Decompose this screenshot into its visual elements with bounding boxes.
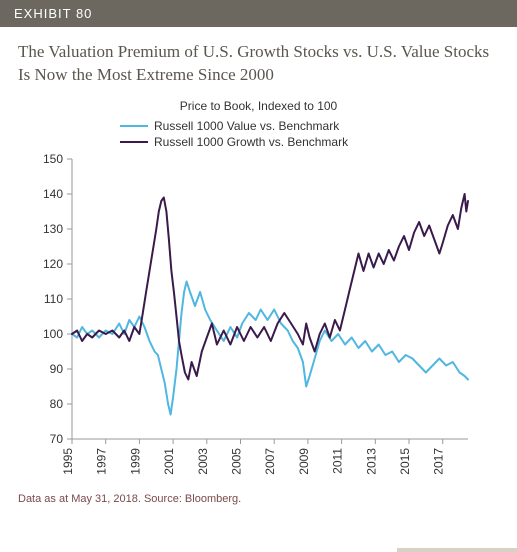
svg-text:140: 140 bbox=[43, 187, 63, 201]
chart-subtitle: Price to Book, Indexed to 100 bbox=[0, 99, 517, 113]
svg-text:2007: 2007 bbox=[263, 448, 277, 475]
svg-text:2009: 2009 bbox=[297, 448, 311, 475]
chart-footnote: Data as at May 31, 2018. Source: Bloombe… bbox=[0, 483, 517, 505]
svg-text:2005: 2005 bbox=[230, 448, 244, 475]
svg-text:70: 70 bbox=[50, 432, 64, 446]
chart-area: 70 80 90 100 110 120 130 140 150 1995 1997 1999 2001… bbox=[18, 153, 478, 483]
svg-text:1995: 1995 bbox=[61, 448, 75, 475]
svg-text:2013: 2013 bbox=[364, 448, 378, 475]
svg-text:120: 120 bbox=[43, 257, 63, 271]
svg-text:80: 80 bbox=[50, 397, 64, 411]
chart-svg: 70 80 90 100 110 120 130 140 150 1995 1997 1999 2001… bbox=[18, 153, 478, 483]
svg-text:150: 150 bbox=[43, 153, 63, 166]
svg-text:2001: 2001 bbox=[162, 448, 176, 475]
exhibit-label: EXHIBIT 80 bbox=[0, 0, 517, 27]
svg-text:2015: 2015 bbox=[398, 448, 412, 475]
chart-legend: Russell 1000 Value vs. Benchmark Russell… bbox=[120, 119, 517, 149]
svg-text:90: 90 bbox=[50, 362, 64, 376]
legend-item-value: Russell 1000 Value vs. Benchmark bbox=[120, 119, 517, 133]
svg-text:130: 130 bbox=[43, 222, 63, 236]
exhibit-title: The Valuation Premium of U.S. Growth Sto… bbox=[0, 27, 517, 97]
legend-item-growth: Russell 1000 Growth vs. Benchmark bbox=[120, 135, 517, 149]
legend-label-value: Russell 1000 Value vs. Benchmark bbox=[154, 119, 339, 133]
svg-text:2011: 2011 bbox=[331, 448, 345, 474]
svg-text:1997: 1997 bbox=[95, 448, 109, 475]
svg-text:100: 100 bbox=[43, 327, 63, 341]
svg-text:2017: 2017 bbox=[432, 448, 446, 475]
svg-text:110: 110 bbox=[44, 292, 63, 306]
legend-swatch-growth bbox=[120, 141, 148, 143]
legend-label-growth: Russell 1000 Growth vs. Benchmark bbox=[154, 135, 348, 149]
svg-text:1999: 1999 bbox=[128, 448, 142, 475]
exhibit-container: EXHIBIT 80 The Valuation Premium of U.S.… bbox=[0, 0, 517, 552]
legend-swatch-value bbox=[120, 125, 148, 127]
corner-rule bbox=[397, 548, 517, 552]
svg-text:2003: 2003 bbox=[196, 448, 210, 475]
